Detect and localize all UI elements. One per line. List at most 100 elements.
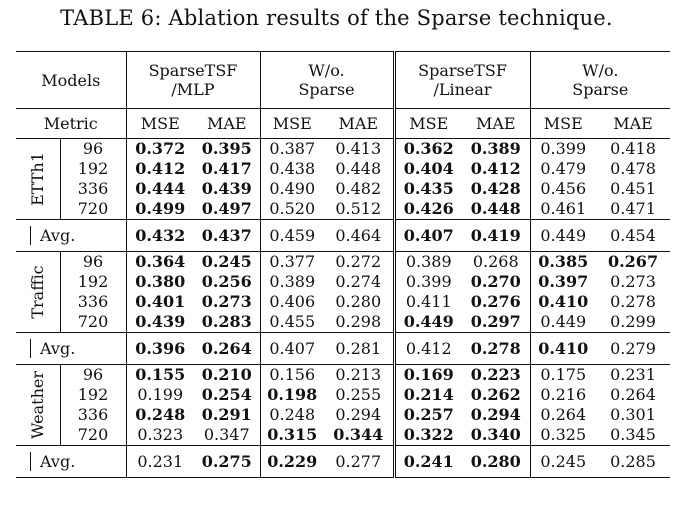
table-row: 192 0.412 0.417 0.438 0.448 0.404 0.412 0.479 0.… <box>16 159 670 179</box>
horizon-cell: 336 <box>60 292 127 312</box>
group-label: ETTh1 <box>27 152 47 206</box>
value-cell: 0.283 <box>194 312 261 333</box>
metric-header: MAE <box>462 108 531 139</box>
value-cell: 0.399 <box>405 272 452 291</box>
table-row: 336 0.401 0.273 0.406 0.280 0.411 0.276 0.410 0.… <box>16 292 670 312</box>
value-cell: 0.231 <box>596 364 671 385</box>
value-cell: 0.270 <box>462 272 531 292</box>
value-cell: 0.397 <box>538 272 589 291</box>
value-cell: 0.298 <box>324 312 396 333</box>
value-cell: 0.278 <box>610 292 656 311</box>
metric-header: MAE <box>324 108 396 139</box>
value-cell: 0.364 <box>126 251 194 272</box>
value-cell: 0.435 <box>403 179 454 198</box>
avg-row: Avg. 0.231 0.275 0.229 0.277 0.241 0.280 0.245 0… <box>16 445 671 478</box>
avg-label: Avg. <box>16 219 127 252</box>
avg-value-cell: 0.410 <box>530 332 597 365</box>
value-cell: 0.444 <box>135 179 186 198</box>
metric-header: MSE <box>409 114 449 133</box>
header-row-models: Models SparseTSF /MLP W/o. Sparse Sparse… <box>16 51 671 109</box>
table-row: 192 0.380 0.256 0.389 0.274 0.399 0.270 0.397 0.… <box>16 272 670 292</box>
value-cell: 0.428 <box>462 179 531 199</box>
value-cell: 0.399 <box>530 138 597 159</box>
avg-value-cell: 0.278 <box>462 332 531 365</box>
horizon-cell: 336 <box>60 405 127 425</box>
avg-value-cell: 0.264 <box>194 332 261 365</box>
model-col-0: SparseTSF /MLP <box>126 51 261 109</box>
value-cell: 0.461 <box>540 199 587 218</box>
model-col-3: W/o. Sparse <box>530 52 670 109</box>
metric-label: Metric <box>16 108 127 139</box>
horizon-cell: 192 <box>60 159 127 179</box>
avg-value-cell: 0.241 <box>394 445 463 478</box>
value-cell: 0.344 <box>324 425 396 446</box>
horizon-cell: 192 <box>60 272 127 292</box>
model-col-2-line2: /Linear <box>433 80 492 99</box>
model-col-2-line1: SparseTSF <box>418 61 507 80</box>
value-cell: 0.479 <box>540 159 587 178</box>
model-col-3-line1: W/o. <box>582 61 619 80</box>
avg-bar: Avg. <box>30 339 76 358</box>
value-cell: 0.482 <box>324 179 396 199</box>
value-cell: 0.385 <box>530 251 597 272</box>
value-cell: 0.497 <box>194 199 261 220</box>
value-cell: 0.199 <box>137 385 184 404</box>
table-row: 192 0.199 0.254 0.198 0.255 0.214 0.262 0.216 0.… <box>16 385 670 405</box>
group-label-cell: ETTh1 <box>16 138 61 220</box>
avg-value-cell: 0.279 <box>596 332 671 365</box>
model-col-2: SparseTSF /Linear <box>394 51 531 109</box>
table-row: Traffic 96 0.364 0.245 0.377 0.272 0.389 0.268 0… <box>16 251 671 333</box>
value-cell: 0.377 <box>260 251 324 272</box>
value-cell: 0.345 <box>610 425 656 444</box>
value-cell: 0.401 <box>135 292 186 311</box>
value-cell: 0.426 <box>403 199 454 218</box>
value-cell: 0.315 <box>267 425 318 444</box>
avg-value-cell: 0.275 <box>194 445 261 478</box>
value-cell: 0.520 <box>269 199 316 218</box>
group-label: Traffic <box>27 265 47 319</box>
value-cell: 0.254 <box>194 385 261 405</box>
avg-value-cell: 0.407 <box>394 219 463 252</box>
metric-header: MSE <box>543 114 583 133</box>
value-cell: 0.439 <box>135 312 186 331</box>
value-cell: 0.156 <box>260 364 324 385</box>
value-cell: 0.280 <box>324 292 396 312</box>
value-cell: 0.245 <box>194 251 261 272</box>
horizon-cell: 720 <box>60 425 127 446</box>
value-cell: 0.262 <box>462 385 531 405</box>
value-cell: 0.456 <box>540 179 587 198</box>
value-cell: 0.411 <box>405 292 452 311</box>
horizon-cell: 96 <box>60 364 127 385</box>
value-cell: 0.169 <box>394 364 463 385</box>
model-col-0-line2: /MLP <box>171 80 215 99</box>
table-row: 720 0.439 0.283 0.455 0.298 0.449 0.297 0.449 0.… <box>16 312 670 333</box>
avg-value-cell: 0.407 <box>260 332 324 365</box>
avg-value-cell: 0.229 <box>260 445 324 478</box>
table-row: 336 0.444 0.439 0.490 0.482 0.435 0.428 0.456 0.… <box>16 179 670 199</box>
value-cell: 0.325 <box>540 425 587 444</box>
value-cell: 0.406 <box>269 292 316 311</box>
model-col-1: W/o. Sparse <box>260 51 396 109</box>
table-row: 720 0.323 0.347 0.315 0.344 0.322 0.340 0.325 0.… <box>16 425 670 446</box>
metric-header: MAE <box>194 108 261 139</box>
value-cell: 0.389 <box>269 272 316 291</box>
value-cell: 0.273 <box>610 272 656 291</box>
value-cell: 0.255 <box>324 385 396 405</box>
value-cell: 0.155 <box>126 364 194 385</box>
avg-bar: Avg. <box>30 452 76 471</box>
value-cell: 0.455 <box>269 312 316 331</box>
value-cell: 0.267 <box>596 251 671 272</box>
group-label-cell: Traffic <box>16 251 61 333</box>
value-cell: 0.264 <box>610 385 656 404</box>
avg-row: Avg. 0.396 0.264 0.407 0.281 0.412 0.278 0.410 0… <box>16 332 671 365</box>
value-cell: 0.294 <box>324 405 396 425</box>
value-cell: 0.412 <box>462 159 531 179</box>
value-cell: 0.210 <box>194 364 261 385</box>
avg-value-cell: 0.419 <box>462 219 531 252</box>
value-cell: 0.274 <box>324 272 396 292</box>
value-cell: 0.418 <box>596 138 671 159</box>
value-cell: 0.389 <box>462 138 531 159</box>
avg-value-cell: 0.285 <box>596 445 671 478</box>
value-cell: 0.297 <box>462 312 531 333</box>
